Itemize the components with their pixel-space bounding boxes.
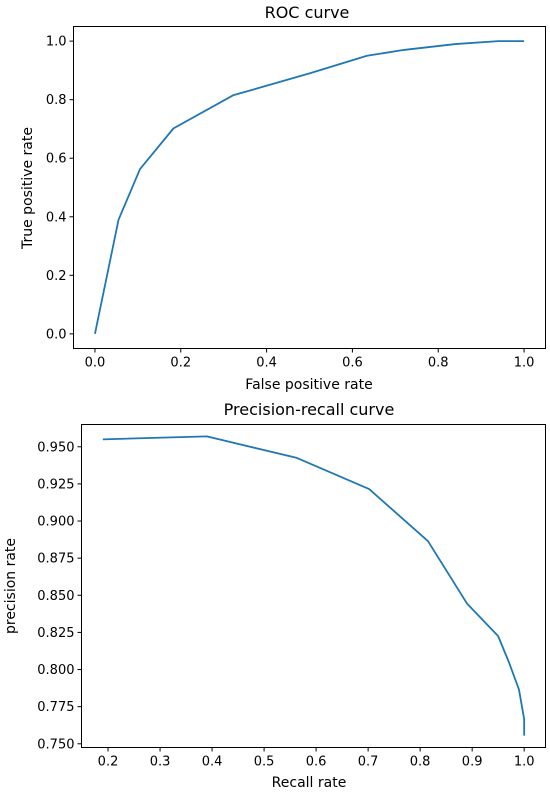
pr-y-tick-label: 0.850: [37, 589, 74, 604]
pr-x-axis-label: Recall rate: [272, 775, 347, 791]
roc-x-axis: 0.0 0.2 0.4 0.6 0.8 1.0: [85, 348, 535, 371]
pr-x-tick-label: 0.6: [306, 755, 327, 770]
pr-x-tick-label: 0.9: [462, 755, 483, 770]
roc-y-tick-label: 1.0: [46, 35, 67, 50]
pr-plot-frame: [81, 424, 546, 748]
roc-plot-frame: [73, 26, 546, 349]
pr-x-tick-label: 1.0: [514, 755, 535, 770]
pr-y-tick-label: 0.900: [37, 515, 74, 530]
roc-y-tick-label: 0.8: [46, 93, 67, 108]
pr-x-axis: 0.2 0.3 0.4 0.5 0.6 0.7 0.8 0.9 1.0: [98, 747, 535, 770]
pr-y-axis: 0.750 0.775 0.800 0.825 0.850 0.875 0.900 0.925…: [37, 440, 82, 752]
roc-x-tick-label: 0.4: [256, 356, 277, 371]
roc-y-axis-label: True positive rate: [20, 127, 36, 250]
pr-y-tick-label: 0.800: [37, 663, 74, 678]
pr-chart-title: Precision-recall curve: [224, 400, 395, 419]
roc-x-tick-label: 0.0: [85, 356, 106, 371]
pr-y-tick-label: 0.950: [37, 440, 74, 455]
roc-y-axis: 0.0 0.2 0.4 0.6 0.8 1.0: [46, 35, 74, 342]
pr-y-tick-label: 0.775: [37, 700, 74, 715]
roc-y-tick-label: 0.0: [46, 327, 67, 342]
pr-x-tick-label: 0.2: [98, 755, 119, 770]
pr-x-tick-label: 0.3: [150, 755, 171, 770]
pr-y-tick-label: 0.825: [37, 626, 74, 641]
roc-chart-title: ROC curve: [265, 3, 350, 22]
pr-x-tick-label: 0.8: [410, 755, 431, 770]
roc-x-tick-label: 0.2: [170, 356, 191, 371]
roc-chart: ROC curve 0.0 0.2 0.4 0.6 0.8 1.0 0.00.20.40.…: [20, 3, 546, 393]
roc-y-tick-label: 0.2: [46, 269, 67, 284]
roc-x-tick-label: 0.6: [342, 356, 363, 371]
roc-y-tick-label: 0.4: [46, 210, 67, 225]
roc-x-tick-label: 0.8: [428, 356, 449, 371]
pr-x-tick-label: 0.4: [202, 755, 223, 770]
roc-curve-line: [94, 40, 525, 335]
pr-y-tick-label: 0.925: [37, 477, 74, 492]
pr-y-axis-label: precision rate: [3, 538, 19, 634]
pr-y-tick-label: 0.875: [37, 552, 74, 567]
roc-x-tick-label: 1.0: [514, 356, 535, 371]
pr-y-tick-label: 0.750: [37, 737, 74, 752]
pr-chart: Precision-recall curve 0.2 0.3 0.4 0.5 0.6 0.…: [3, 400, 546, 791]
pr-curve-line: [102, 435, 526, 736]
roc-y-tick-label: 0.6: [46, 152, 67, 167]
pr-x-tick-label: 0.5: [254, 755, 275, 770]
pr-x-tick-label: 0.7: [358, 755, 379, 770]
roc-x-axis-label: False positive rate: [245, 377, 372, 393]
